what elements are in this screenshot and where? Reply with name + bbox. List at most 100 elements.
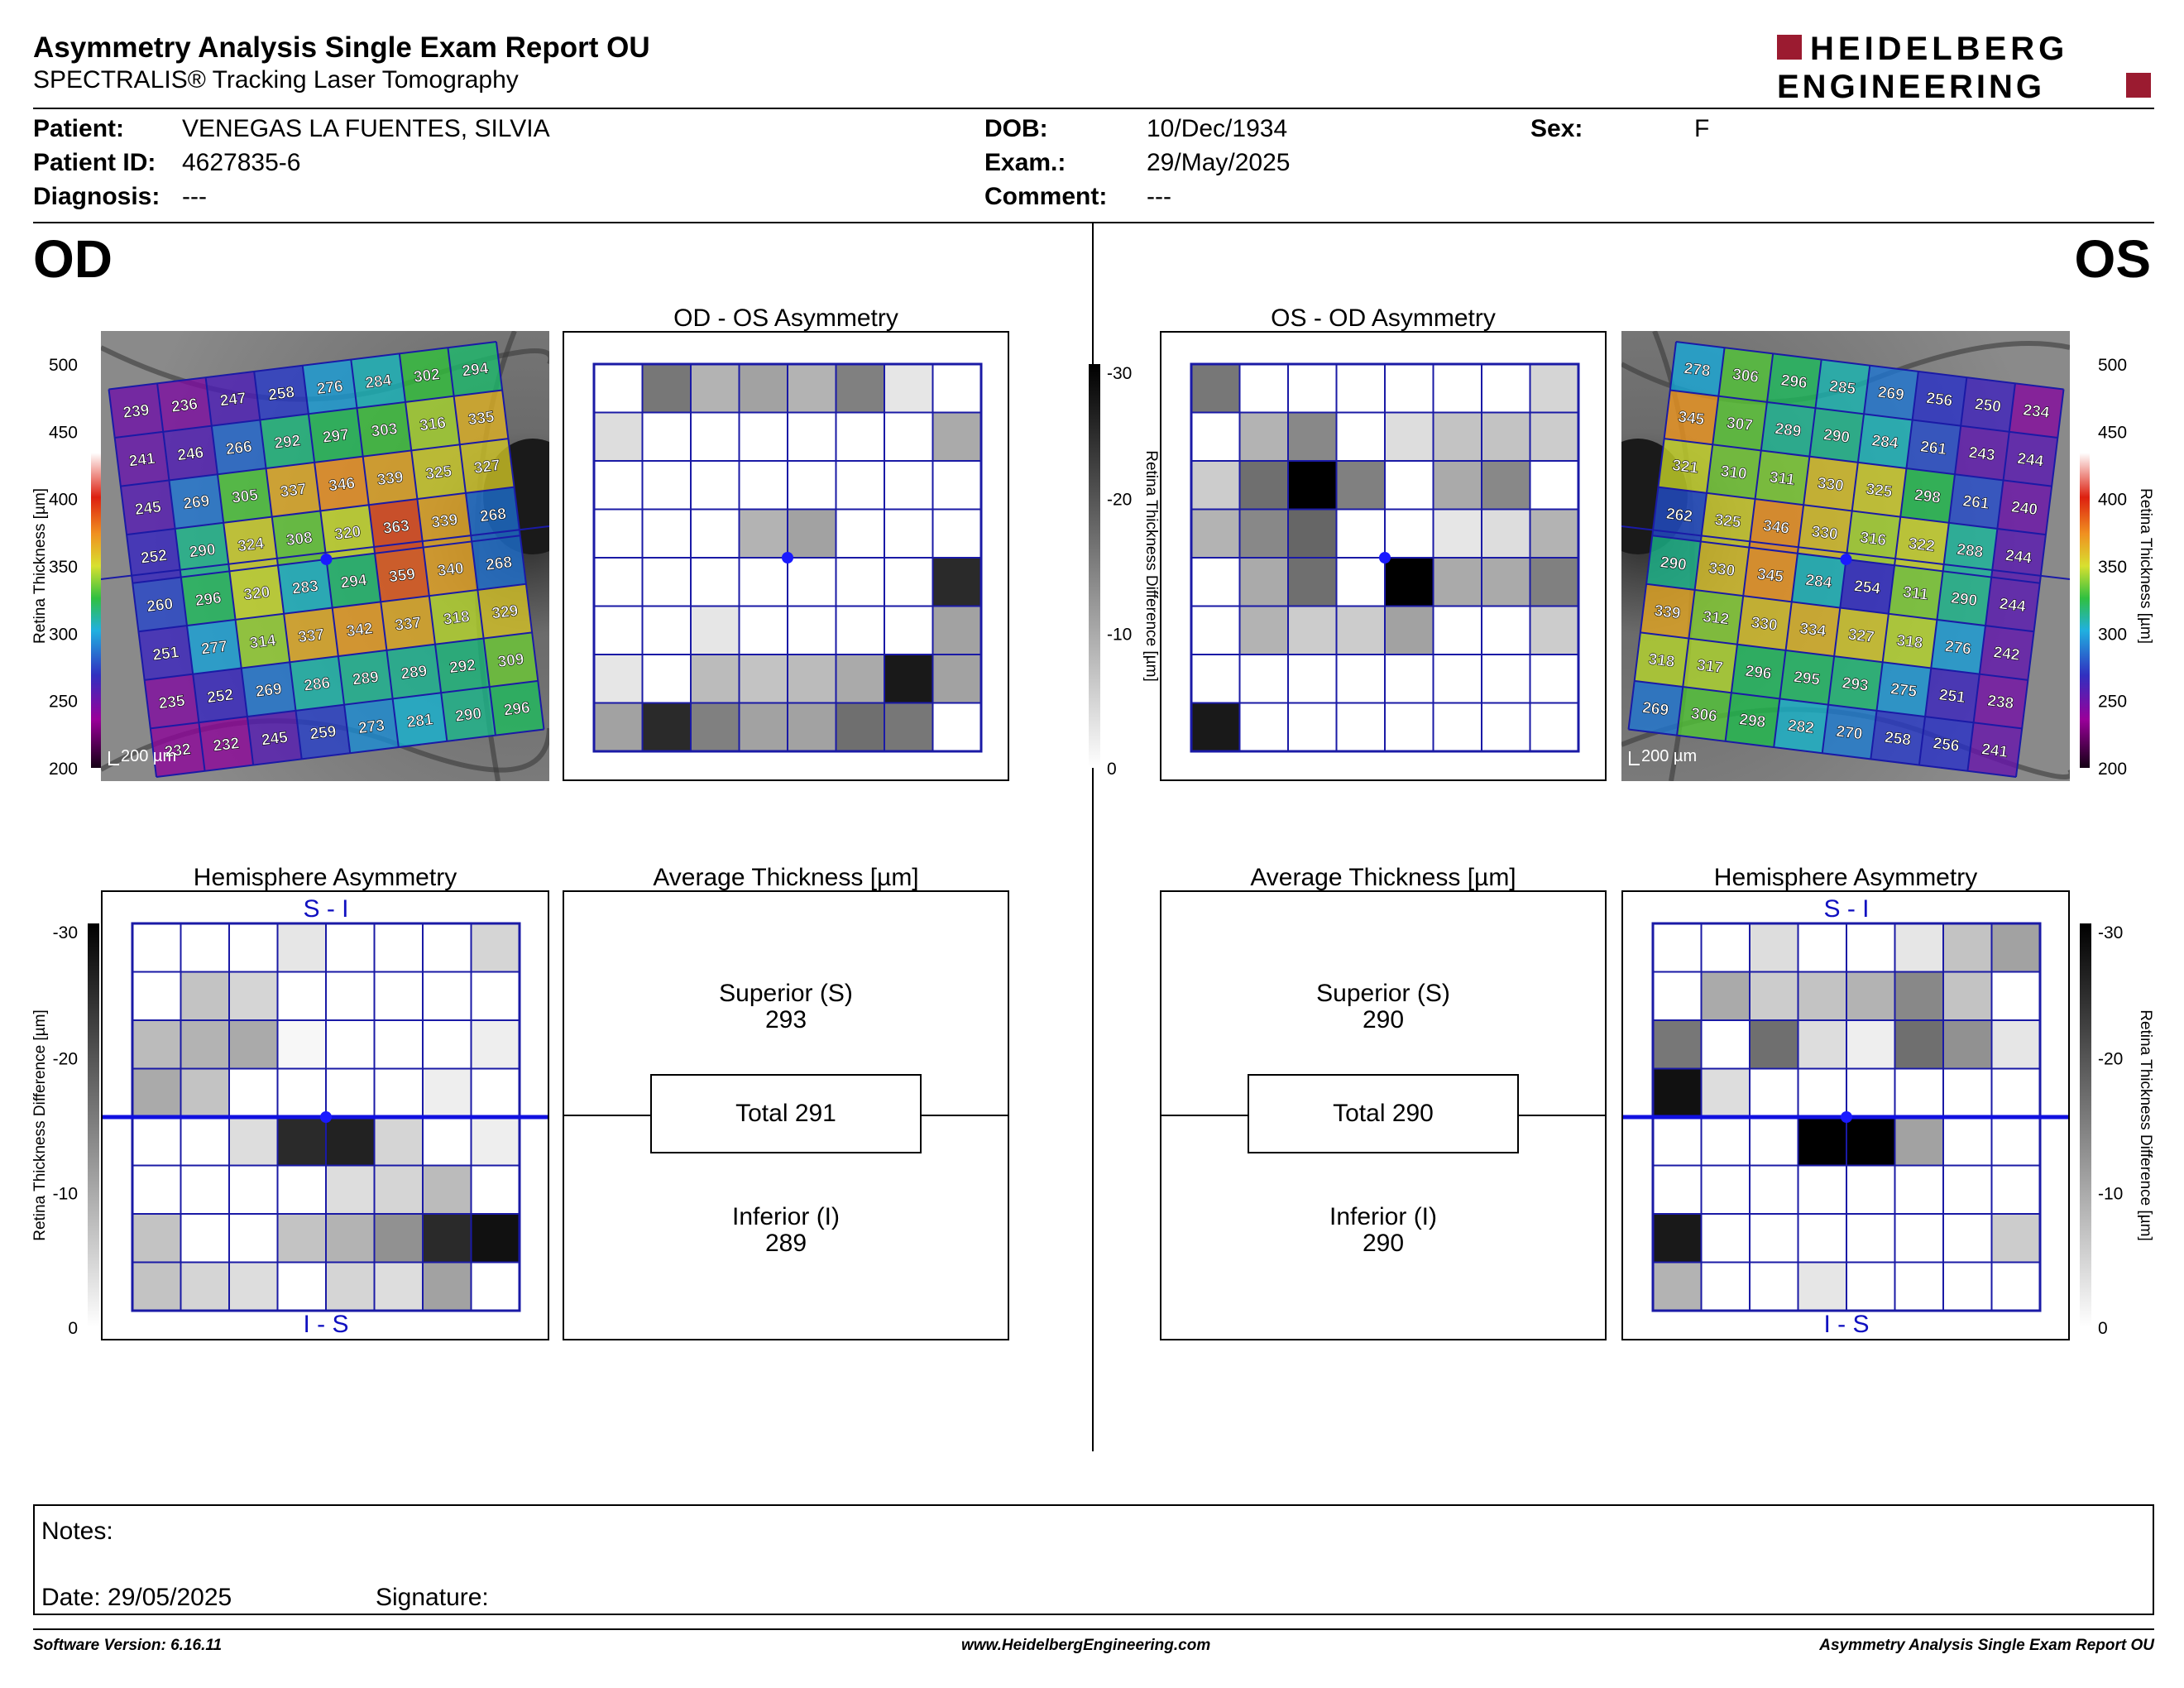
thickness-cell xyxy=(205,371,261,426)
asymmetry-cell xyxy=(132,923,182,973)
asymmetry-cell xyxy=(1238,508,1289,559)
od-total-box: Total 291 xyxy=(650,1074,922,1153)
asymmetry-cell xyxy=(690,654,740,704)
asymmetry-cell xyxy=(1335,557,1386,607)
thickness-value: 346 xyxy=(328,475,356,496)
difference-tick: -10 xyxy=(2098,1184,2123,1203)
thickness-cell xyxy=(434,638,490,693)
thickness-cell xyxy=(229,565,285,620)
asymmetry-cell xyxy=(787,605,837,655)
thickness-cell xyxy=(247,710,302,765)
asymmetry-cell xyxy=(1846,923,1896,973)
asymmetry-cell xyxy=(1287,363,1338,414)
asymmetry-cell xyxy=(422,923,472,973)
asymmetry-cell xyxy=(1797,1213,1847,1264)
asymmetry-cell xyxy=(422,1019,472,1070)
asymmetry-cell xyxy=(1846,1019,1896,1070)
od-inferior-label: Inferior (I) xyxy=(731,1203,841,1230)
thickness-cell xyxy=(1834,607,1889,663)
thickness-cell xyxy=(1840,559,1895,614)
thickness-cell xyxy=(1803,456,1858,511)
thickness-tick: 250 xyxy=(2098,693,2127,712)
thickness-cell xyxy=(2003,431,2058,487)
asymmetry-cell xyxy=(1846,1261,1896,1312)
thickness-tick: 200 xyxy=(49,760,78,778)
thickness-cell xyxy=(302,359,357,415)
asymmetry-cell xyxy=(180,1116,230,1167)
signature-label[interactable]: Signature: xyxy=(376,1584,489,1611)
thickness-value: 330 xyxy=(1707,559,1736,580)
thickness-value: 254 xyxy=(1853,578,1881,598)
asymmetry-cell xyxy=(470,1116,520,1167)
thickness-cell xyxy=(465,487,520,542)
thickness-value: 290 xyxy=(1822,426,1851,447)
asymmetry-cell xyxy=(690,411,740,462)
asymmetry-cell xyxy=(1797,1116,1847,1167)
asymmetry-cell xyxy=(276,1019,327,1070)
asymmetry-cell xyxy=(1894,1164,1944,1215)
asymmetry-cell xyxy=(932,605,982,655)
thickness-value: 236 xyxy=(170,396,199,416)
thickness-value: 241 xyxy=(128,450,156,471)
thickness-cell xyxy=(120,480,175,535)
od-label: OD xyxy=(33,229,113,289)
thickness-tick: 350 xyxy=(2098,558,2127,577)
thickness-cell xyxy=(368,499,424,554)
asymmetry-cell xyxy=(1190,702,1241,752)
asymmetry-cell xyxy=(470,923,520,973)
thickness-cell xyxy=(260,414,315,469)
asymmetry-cell xyxy=(884,557,934,607)
thickness-cell xyxy=(1652,487,1707,542)
thickness-cell xyxy=(1864,365,1918,420)
asymmetry-cell xyxy=(180,971,230,1021)
od-hemisphere-title: Hemisphere Asymmetry xyxy=(193,864,457,891)
thickness-value: 288 xyxy=(1956,541,1984,562)
thickness-value: 258 xyxy=(1884,729,1912,750)
website-link[interactable]: www.HeidelbergEngineering.com xyxy=(961,1637,1211,1654)
thickness-value: 266 xyxy=(225,438,253,458)
thickness-value: 270 xyxy=(1835,723,1863,744)
thickness-value: 363 xyxy=(382,517,410,538)
asymmetry-cell xyxy=(1846,971,1896,1021)
asymmetry-cell xyxy=(593,411,644,462)
asymmetry-cell xyxy=(1238,557,1289,607)
dob-label: DOB: xyxy=(984,115,1048,142)
thickness-cell xyxy=(1815,359,1870,415)
thickness-value: 296 xyxy=(503,699,531,720)
thickness-value: 261 xyxy=(1919,438,1947,458)
asymmetry-cell xyxy=(641,411,692,462)
thickness-value: 330 xyxy=(1751,614,1779,635)
thickness-cell xyxy=(423,541,478,597)
asymmetry-cell xyxy=(1652,1067,1703,1118)
asymmetry-cell xyxy=(1652,1213,1703,1264)
asymmetry-cell xyxy=(325,923,376,973)
thickness-cell xyxy=(1712,396,1767,451)
thickness-value: 258 xyxy=(267,384,295,405)
thickness-value: 278 xyxy=(1684,360,1712,381)
thickness-cell xyxy=(1948,474,2004,529)
asymmetry-cell xyxy=(738,654,788,704)
thickness-cell xyxy=(144,674,199,729)
thickness-value: 320 xyxy=(333,523,362,544)
difference-tick: -30 xyxy=(1107,364,1132,383)
asymmetry-cell xyxy=(1432,557,1482,607)
thickness-cell xyxy=(1851,462,1907,517)
asymmetry-cell xyxy=(1749,1019,1799,1070)
thickness-value: 309 xyxy=(497,650,525,671)
asymmetry-cell xyxy=(1287,508,1338,559)
difference-tick: -20 xyxy=(1107,491,1132,510)
thickness-cell xyxy=(150,722,205,777)
thickness-cell xyxy=(132,577,187,632)
os-od-asymmetry-title: OS - OD Asymmetry xyxy=(1271,305,1496,332)
thickness-value: 262 xyxy=(1665,506,1693,526)
thickness-value: 325 xyxy=(1865,481,1893,501)
asymmetry-cell xyxy=(1384,702,1434,752)
asymmetry-cell xyxy=(1894,1019,1944,1070)
difference-tick: -30 xyxy=(2098,923,2123,942)
thickness-cell xyxy=(338,650,393,705)
thickness-cell xyxy=(1694,541,1750,597)
thickness-cell xyxy=(1888,565,1943,620)
thickness-value: 317 xyxy=(1696,657,1724,678)
thickness-cell xyxy=(175,522,230,578)
thickness-cell xyxy=(483,632,539,688)
